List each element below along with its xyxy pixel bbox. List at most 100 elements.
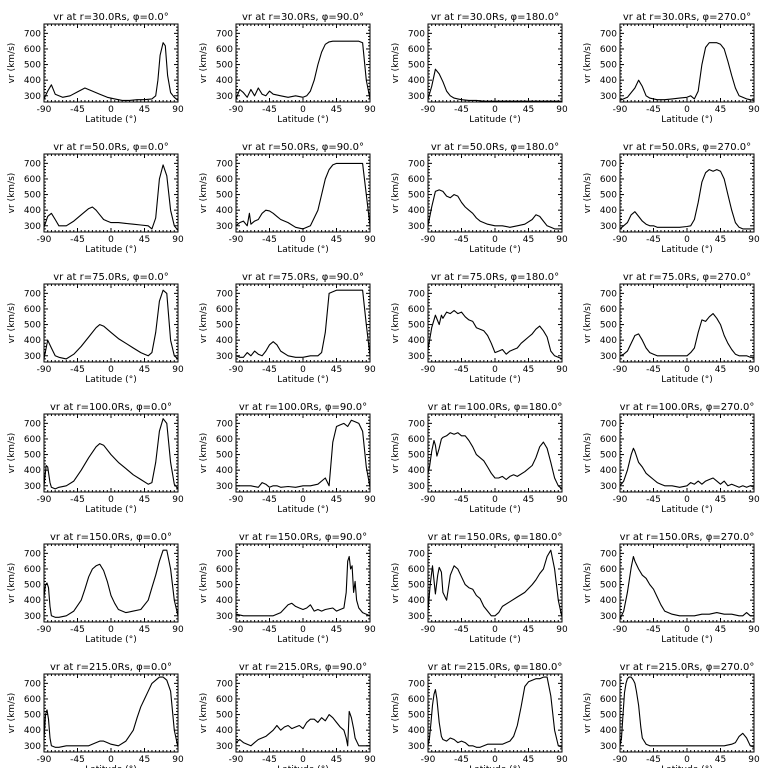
x-tick-label: 0 [492,495,498,505]
x-tick-label: -45 [646,755,661,765]
subplot-title: vr at r=215.0Rs, φ=180.0° [428,662,563,673]
vr-profile-line [43,42,179,101]
x-tick-label: 45 [331,235,342,245]
x-tick-label: -45 [262,625,277,635]
y-tick-label: 600 [216,305,233,315]
x-tick-label: -45 [70,755,85,765]
x-tick-label: 45 [523,755,534,765]
y-tick-label: 300 [408,742,425,752]
subplot-title: vr at r=150.0Rs, φ=0.0° [50,532,172,543]
x-tick-label: -45 [262,755,277,765]
x-tick-label: -90 [421,105,436,115]
x-tick-label: 0 [684,365,690,375]
y-tick-label: 600 [408,175,425,185]
x-tick-label: 90 [172,235,184,245]
x-tick-label: 90 [364,105,376,115]
subplot-5: vr at r=50.0Rs, φ=0.0° -90 -45 0 45 90 300 400 5… [7,142,184,255]
y-tick-label: 700 [24,549,41,559]
y-tick-label: 700 [216,29,233,39]
y-tick-label: 600 [24,695,41,705]
y-tick-label: 300 [408,92,425,102]
y-tick-label: 500 [216,191,233,201]
x-tick-label: 90 [364,235,376,245]
x-tick-label: 0 [300,235,306,245]
y-tick-label: 300 [600,482,617,492]
y-tick-label: 400 [216,336,233,346]
x-tick-label: 90 [172,625,184,635]
plot-frame [43,673,179,753]
vr-profile-line [427,549,563,618]
x-tick-label: 0 [108,495,114,505]
y-tick-label: 700 [408,679,425,689]
x-tick-label: 0 [492,365,498,375]
subplot-17: vr at r=150.0Rs, φ=0.0° -90 -45 0 45 90 300 400… [7,532,184,645]
x-tick-label: -90 [421,235,436,245]
x-tick-label: 90 [364,755,376,765]
x-tick-label: 45 [139,625,150,635]
y-axis-label: vr (km/s) [7,173,17,214]
y-tick-label: 500 [408,61,425,71]
y-tick-label: 400 [216,726,233,736]
y-tick-label: 400 [408,76,425,86]
vr-profile-line [427,189,562,230]
y-tick-label: 400 [600,336,617,346]
subplot-title: vr at r=215.0Rs, φ=270.0° [620,662,755,673]
y-tick-label: 500 [408,451,425,461]
x-tick-label: 45 [331,495,342,505]
y-tick-label: 700 [408,29,425,39]
x-axis-label: Latitude (°) [277,505,328,515]
x-tick-label: 90 [748,625,760,635]
y-tick-label: 600 [408,305,425,315]
x-tick-label: -45 [262,235,277,245]
subplot-21: vr at r=215.0Rs, φ=0.0° -90 -45 0 45 90 300 400… [7,662,184,768]
y-tick-label: 700 [216,419,233,429]
y-tick-label: 500 [216,451,233,461]
x-tick-label: 0 [300,625,306,635]
x-tick-label: -90 [613,105,628,115]
y-tick-label: 600 [24,45,41,55]
y-axis-label: vr (km/s) [199,433,209,474]
plot-frame [43,543,179,623]
plot-frame [427,23,563,103]
y-tick-label: 700 [600,679,617,689]
x-axis-label: Latitude (°) [85,765,136,768]
y-tick-label: 600 [408,435,425,445]
x-tick-label: -45 [454,365,469,375]
subplot-20: vr at r=150.0Rs, φ=270.0° -90 -45 0 45 90 300 4… [583,532,760,645]
y-axis-label: vr (km/s) [583,693,593,734]
x-tick-label: 90 [748,235,760,245]
x-tick-label: 45 [139,755,150,765]
y-tick-label: 300 [408,612,425,622]
y-tick-label: 700 [408,549,425,559]
x-axis-label: Latitude (°) [277,375,328,385]
y-tick-label: 600 [216,695,233,705]
y-tick-label: 600 [24,175,41,185]
y-tick-label: 300 [408,222,425,232]
y-tick-label: 500 [408,581,425,591]
y-tick-label: 500 [216,61,233,71]
x-tick-label: 90 [556,235,568,245]
y-tick-label: 600 [408,695,425,705]
x-axis-label: Latitude (°) [85,505,136,515]
x-tick-label: -45 [70,235,85,245]
x-tick-label: -45 [646,105,661,115]
y-tick-label: 300 [216,92,233,102]
y-tick-label: 300 [24,92,41,102]
x-axis-label: Latitude (°) [469,375,520,385]
y-tick-label: 700 [408,159,425,169]
x-tick-label: 0 [108,365,114,375]
x-tick-label: -90 [613,365,628,375]
x-tick-label: 0 [300,755,306,765]
vr-profile-line [619,313,754,358]
y-tick-label: 700 [600,29,617,39]
y-tick-label: 500 [24,451,41,461]
vr-profile-line [619,447,755,488]
x-axis-label: Latitude (°) [277,635,328,645]
y-tick-label: 300 [216,482,233,492]
y-axis-label: vr (km/s) [391,43,401,84]
plot-frame [619,543,755,623]
x-tick-label: -45 [70,365,85,375]
y-tick-label: 600 [600,695,617,705]
vr-profile-line [619,676,755,748]
y-tick-label: 400 [216,76,233,86]
